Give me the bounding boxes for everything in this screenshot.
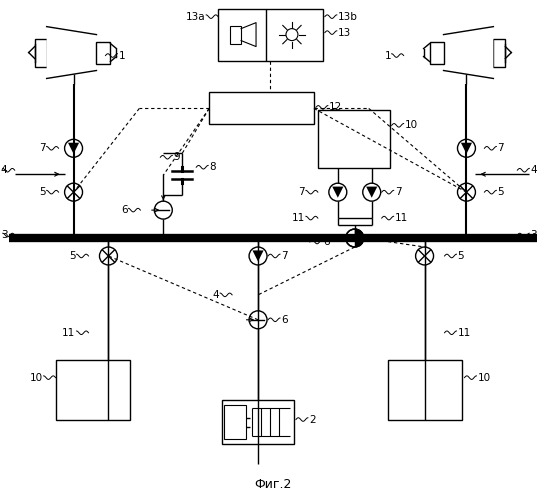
Text: 6: 6 <box>121 205 127 215</box>
Text: 13b: 13b <box>338 12 358 22</box>
Circle shape <box>286 28 298 40</box>
Text: 7: 7 <box>395 187 401 197</box>
Text: 1: 1 <box>385 50 391 60</box>
Circle shape <box>346 229 364 247</box>
Text: 6: 6 <box>323 237 329 247</box>
Text: 7: 7 <box>39 144 46 154</box>
Circle shape <box>155 201 173 219</box>
Text: 13a: 13a <box>186 12 205 22</box>
Text: 5: 5 <box>497 187 504 197</box>
Bar <box>430 42 443 64</box>
Text: 7: 7 <box>281 251 288 261</box>
Text: 3: 3 <box>530 230 537 240</box>
Circle shape <box>64 140 82 158</box>
Bar <box>318 110 390 168</box>
Text: 4: 4 <box>1 165 8 175</box>
Circle shape <box>363 183 381 201</box>
Polygon shape <box>366 186 377 198</box>
Circle shape <box>99 247 117 265</box>
Text: 11: 11 <box>62 328 75 338</box>
Text: 5: 5 <box>39 187 46 197</box>
Bar <box>218 8 323 60</box>
Bar <box>224 404 246 440</box>
Text: 13: 13 <box>338 28 351 38</box>
Polygon shape <box>443 26 494 78</box>
Circle shape <box>458 140 476 158</box>
Polygon shape <box>355 229 364 247</box>
Polygon shape <box>461 142 472 154</box>
Text: 8: 8 <box>209 162 216 172</box>
Bar <box>97 42 110 64</box>
Polygon shape <box>333 186 343 198</box>
Text: 3: 3 <box>1 230 8 240</box>
Text: 4: 4 <box>212 290 219 300</box>
Circle shape <box>249 311 267 329</box>
Text: Фиг.2: Фиг.2 <box>254 478 292 491</box>
Circle shape <box>329 183 347 201</box>
Bar <box>209 92 314 124</box>
Text: 5: 5 <box>69 251 75 261</box>
Circle shape <box>249 247 267 265</box>
Text: 10: 10 <box>477 372 490 382</box>
Polygon shape <box>46 26 97 78</box>
Text: 7: 7 <box>298 187 305 197</box>
Text: 12: 12 <box>329 102 342 113</box>
Text: 9: 9 <box>173 152 180 162</box>
Circle shape <box>416 247 434 265</box>
Text: 10: 10 <box>29 372 43 382</box>
Text: 5: 5 <box>458 251 464 261</box>
Bar <box>494 38 506 66</box>
Text: 11: 11 <box>458 328 471 338</box>
Text: 6: 6 <box>281 315 288 325</box>
Text: 2: 2 <box>309 414 316 424</box>
Bar <box>230 26 241 44</box>
Text: 10: 10 <box>405 120 418 130</box>
Bar <box>56 360 130 420</box>
Polygon shape <box>68 142 79 154</box>
Circle shape <box>64 183 82 201</box>
Polygon shape <box>252 250 264 262</box>
Text: 1: 1 <box>118 50 125 60</box>
Text: 7: 7 <box>497 144 504 154</box>
Text: 11: 11 <box>292 213 305 223</box>
Bar <box>222 400 294 444</box>
Circle shape <box>458 183 476 201</box>
Text: 4: 4 <box>530 165 537 175</box>
Bar <box>34 38 46 66</box>
Bar <box>388 360 462 420</box>
Text: 11: 11 <box>395 213 408 223</box>
